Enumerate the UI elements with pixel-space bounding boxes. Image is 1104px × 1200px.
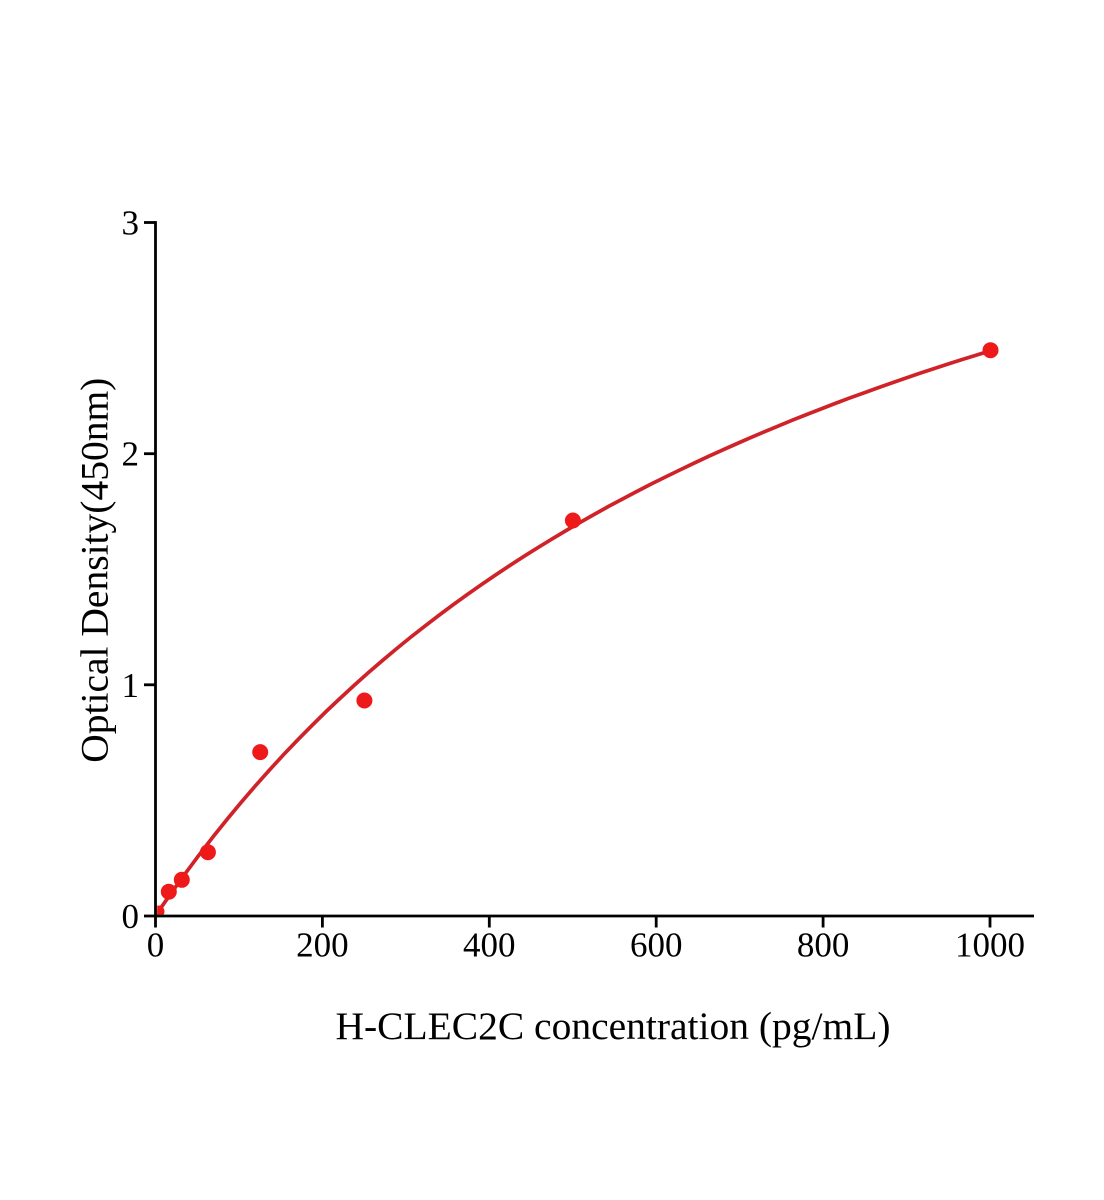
svg-text:800: 800	[797, 926, 850, 965]
svg-text:0: 0	[122, 897, 140, 936]
svg-text:600: 600	[630, 926, 683, 965]
svg-text:1: 1	[122, 666, 140, 705]
svg-text:Optical Density(450nm): Optical Density(450nm)	[73, 378, 117, 763]
svg-text:2: 2	[122, 435, 140, 474]
svg-text:H-CLEC2C concentration (pg/mL): H-CLEC2C concentration (pg/mL)	[335, 1004, 890, 1048]
svg-text:400: 400	[463, 926, 516, 965]
svg-text:1000: 1000	[955, 926, 1025, 965]
svg-text:0: 0	[147, 926, 165, 965]
svg-text:200: 200	[296, 926, 349, 965]
svg-text:3: 3	[122, 204, 140, 243]
